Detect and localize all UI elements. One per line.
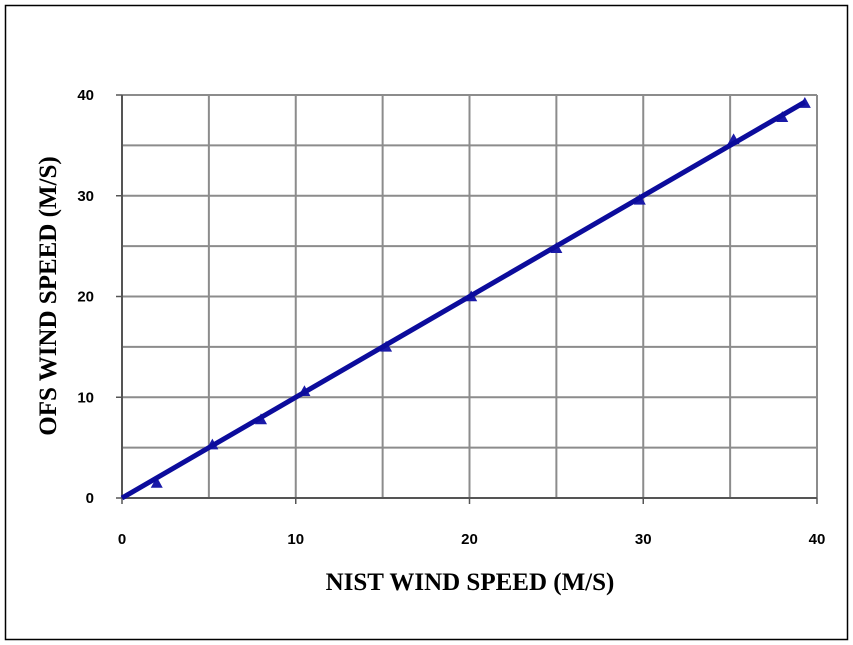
x-tick-label: 20 xyxy=(461,531,478,548)
x-tick-label: 30 xyxy=(635,531,652,548)
y-tick-label: 30 xyxy=(77,188,94,205)
y-tick-label: 40 xyxy=(77,87,94,104)
y-tick-label: 0 xyxy=(86,490,94,507)
triangle-marker xyxy=(150,476,163,488)
x-tick-label: 40 xyxy=(809,531,826,548)
x-tick-label: 0 xyxy=(118,531,126,548)
y-axis-label: OFS WIND SPEED (M/S) xyxy=(35,156,62,435)
x-tick-label: 10 xyxy=(287,531,304,548)
y-tick-label: 10 xyxy=(77,389,94,406)
x-axis-label: NIST WIND SPEED (M/S) xyxy=(326,569,615,596)
y-tick-label: 20 xyxy=(77,289,94,306)
fit-line xyxy=(120,99,807,501)
